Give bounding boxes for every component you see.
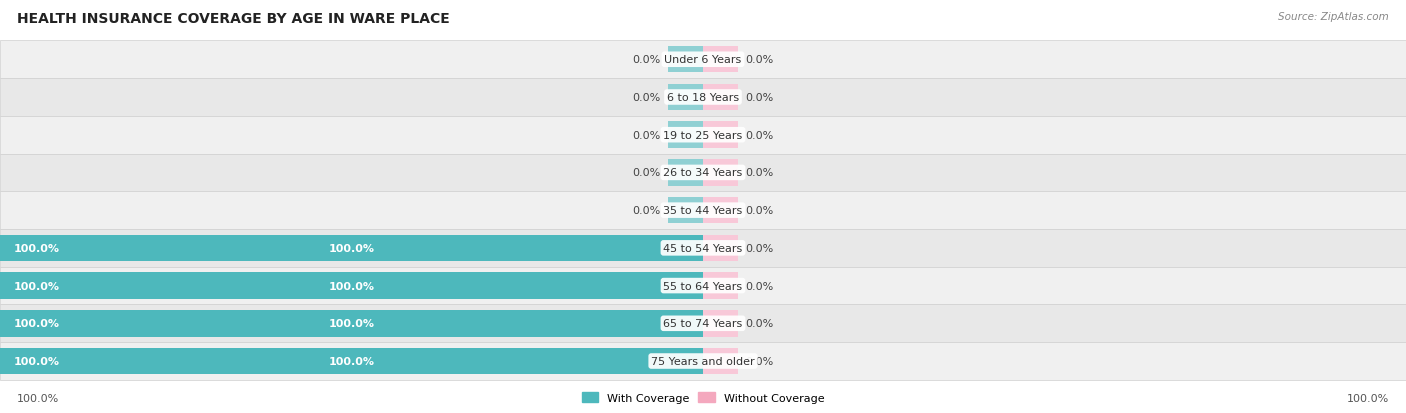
Bar xyxy=(668,122,703,149)
Text: 100.0%: 100.0% xyxy=(14,356,60,366)
Bar xyxy=(703,348,738,374)
Bar xyxy=(0,154,1406,192)
Text: 100.0%: 100.0% xyxy=(329,318,374,328)
Bar xyxy=(668,197,703,224)
Text: 75 Years and older: 75 Years and older xyxy=(651,356,755,366)
Bar xyxy=(0,348,703,374)
Text: 45 to 54 Years: 45 to 54 Years xyxy=(664,243,742,253)
Text: 0.0%: 0.0% xyxy=(745,206,773,216)
Bar xyxy=(0,116,1406,154)
Bar xyxy=(0,41,1406,79)
Text: 0.0%: 0.0% xyxy=(633,168,661,178)
Bar xyxy=(0,273,703,299)
Bar xyxy=(668,85,703,111)
Text: 0.0%: 0.0% xyxy=(633,206,661,216)
Text: 0.0%: 0.0% xyxy=(745,168,773,178)
Text: 0.0%: 0.0% xyxy=(633,93,661,103)
Bar xyxy=(0,267,1406,305)
Bar xyxy=(703,122,738,149)
Text: 26 to 34 Years: 26 to 34 Years xyxy=(664,168,742,178)
Bar xyxy=(668,47,703,73)
Bar xyxy=(0,342,1406,380)
Text: 100.0%: 100.0% xyxy=(14,243,60,253)
Text: 19 to 25 Years: 19 to 25 Years xyxy=(664,131,742,140)
Bar xyxy=(668,160,703,186)
Text: 100.0%: 100.0% xyxy=(329,356,374,366)
Text: 100.0%: 100.0% xyxy=(17,393,59,403)
Bar xyxy=(703,47,738,73)
Bar xyxy=(0,79,1406,116)
Text: Source: ZipAtlas.com: Source: ZipAtlas.com xyxy=(1278,12,1389,22)
Bar xyxy=(0,230,1406,267)
Text: 0.0%: 0.0% xyxy=(633,131,661,140)
Bar xyxy=(0,235,703,261)
Text: 55 to 64 Years: 55 to 64 Years xyxy=(664,281,742,291)
Text: 0.0%: 0.0% xyxy=(745,356,773,366)
Text: 0.0%: 0.0% xyxy=(745,93,773,103)
Bar xyxy=(0,310,703,337)
Text: 100.0%: 100.0% xyxy=(329,243,374,253)
Bar xyxy=(703,85,738,111)
Bar xyxy=(703,273,738,299)
Bar xyxy=(0,305,1406,342)
Text: 65 to 74 Years: 65 to 74 Years xyxy=(664,318,742,328)
Text: HEALTH INSURANCE COVERAGE BY AGE IN WARE PLACE: HEALTH INSURANCE COVERAGE BY AGE IN WARE… xyxy=(17,12,450,26)
Text: 100.0%: 100.0% xyxy=(1347,393,1389,403)
Text: Under 6 Years: Under 6 Years xyxy=(665,55,741,65)
Text: 0.0%: 0.0% xyxy=(745,55,773,65)
Bar xyxy=(703,310,738,337)
Bar xyxy=(703,197,738,224)
Text: 100.0%: 100.0% xyxy=(14,281,60,291)
Legend: With Coverage, Without Coverage: With Coverage, Without Coverage xyxy=(576,388,830,408)
Text: 6 to 18 Years: 6 to 18 Years xyxy=(666,93,740,103)
Bar xyxy=(0,192,1406,230)
Text: 0.0%: 0.0% xyxy=(633,55,661,65)
Text: 100.0%: 100.0% xyxy=(14,318,60,328)
Text: 0.0%: 0.0% xyxy=(745,281,773,291)
Bar xyxy=(703,160,738,186)
Text: 0.0%: 0.0% xyxy=(745,318,773,328)
Text: 35 to 44 Years: 35 to 44 Years xyxy=(664,206,742,216)
Text: 100.0%: 100.0% xyxy=(329,281,374,291)
Bar xyxy=(703,235,738,261)
Text: 0.0%: 0.0% xyxy=(745,131,773,140)
Text: 0.0%: 0.0% xyxy=(745,243,773,253)
